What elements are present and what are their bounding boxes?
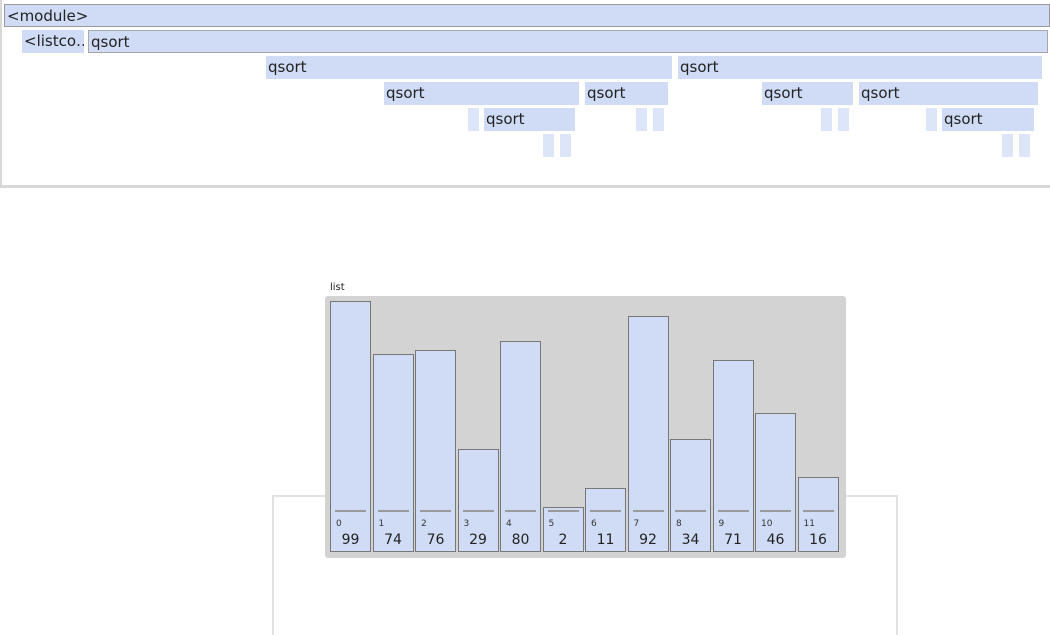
- frame-small[interactable]: [838, 108, 849, 131]
- frame-qsort[interactable]: qsort: [762, 82, 853, 105]
- cell-index: 4: [506, 519, 512, 529]
- frame-module[interactable]: <module>: [4, 4, 1050, 27]
- frame-qsort[interactable]: qsort: [88, 30, 1048, 53]
- list-label: list: [330, 282, 345, 293]
- cell-index: 7: [633, 519, 640, 529]
- cell-value: 71: [724, 532, 742, 548]
- cell-index: 9: [718, 519, 725, 529]
- cell-divider: [802, 509, 834, 512]
- list-cell[interactable]: [797, 477, 839, 552]
- frame-small[interactable]: [543, 134, 554, 157]
- cell-divider: [335, 510, 366, 512]
- cell-index: 6: [591, 519, 597, 529]
- cell-index: 0: [336, 519, 342, 529]
- cell-value: 46: [766, 532, 785, 548]
- frame-qsort[interactable]: qsort: [678, 56, 1042, 79]
- frame-small[interactable]: [636, 108, 647, 131]
- list-cell[interactable]: [457, 449, 499, 552]
- cell-index: 1: [378, 519, 385, 529]
- list-cell[interactable]: [542, 506, 584, 552]
- frame-small[interactable]: [653, 108, 664, 131]
- frame-qsort[interactable]: qsort: [942, 108, 1034, 131]
- cell-value: 34: [681, 532, 700, 548]
- frame-qsort[interactable]: qsort: [266, 56, 672, 79]
- cell-divider: [505, 509, 536, 512]
- cell-divider: [590, 509, 621, 512]
- list-cell[interactable]: [415, 349, 456, 552]
- cell-index: 2: [421, 519, 427, 529]
- list-cell[interactable]: [330, 301, 371, 552]
- cell-index: 5: [548, 519, 555, 529]
- cell-value: 29: [469, 532, 487, 548]
- cell-divider: [547, 509, 579, 512]
- cell-index: 11: [803, 519, 815, 529]
- cell-divider: [377, 509, 409, 512]
- cell-divider: [462, 509, 494, 512]
- list-cell[interactable]: [585, 487, 626, 552]
- cell-value: 76: [426, 532, 445, 548]
- cell-divider: [717, 509, 749, 512]
- cell-divider: [632, 509, 664, 512]
- cell-value: 2: [558, 532, 568, 548]
- list-cell[interactable]: [670, 438, 711, 552]
- frame-small[interactable]: [926, 108, 937, 131]
- list-cell[interactable]: [755, 413, 796, 552]
- list-visualizer: 0 99 1 74 2 76 3 29 4 80 5 2 6 11 7 92 8 34 9 71 10 46 11 16: [325, 296, 846, 558]
- frame-small[interactable]: [821, 108, 832, 131]
- list-cell[interactable]: [500, 341, 541, 552]
- list-cell[interactable]: [712, 360, 754, 552]
- frame-qsort[interactable]: qsort: [859, 82, 1038, 105]
- cell-value: 11: [596, 532, 615, 548]
- frame-qsort[interactable]: qsort: [384, 82, 579, 105]
- cell-value: 16: [809, 532, 827, 548]
- cell-value: 80: [511, 532, 530, 548]
- cell-divider: [675, 509, 706, 512]
- cell-index: 8: [676, 519, 682, 529]
- cell-index: 10: [761, 519, 773, 529]
- frame-small[interactable]: [1019, 134, 1030, 157]
- cell-index: 3: [463, 519, 470, 529]
- flame-graph: <module> <listco… qsort qsort qsort qsor…: [0, 0, 1050, 188]
- frame-small[interactable]: [1002, 134, 1013, 157]
- frame-small[interactable]: [560, 134, 571, 157]
- cell-value: 99: [341, 532, 360, 548]
- cell-divider: [760, 509, 791, 512]
- cell-divider: [420, 509, 451, 512]
- cell-value: 74: [384, 532, 402, 548]
- frame-listcomp[interactable]: <listco…: [22, 30, 84, 53]
- cell-value: 92: [639, 532, 657, 548]
- frame-qsort[interactable]: qsort: [585, 82, 668, 105]
- frame-qsort[interactable]: qsort: [484, 108, 575, 131]
- list-cell[interactable]: [372, 354, 414, 552]
- frame-small[interactable]: [468, 108, 479, 131]
- list-cell[interactable]: [627, 315, 669, 552]
